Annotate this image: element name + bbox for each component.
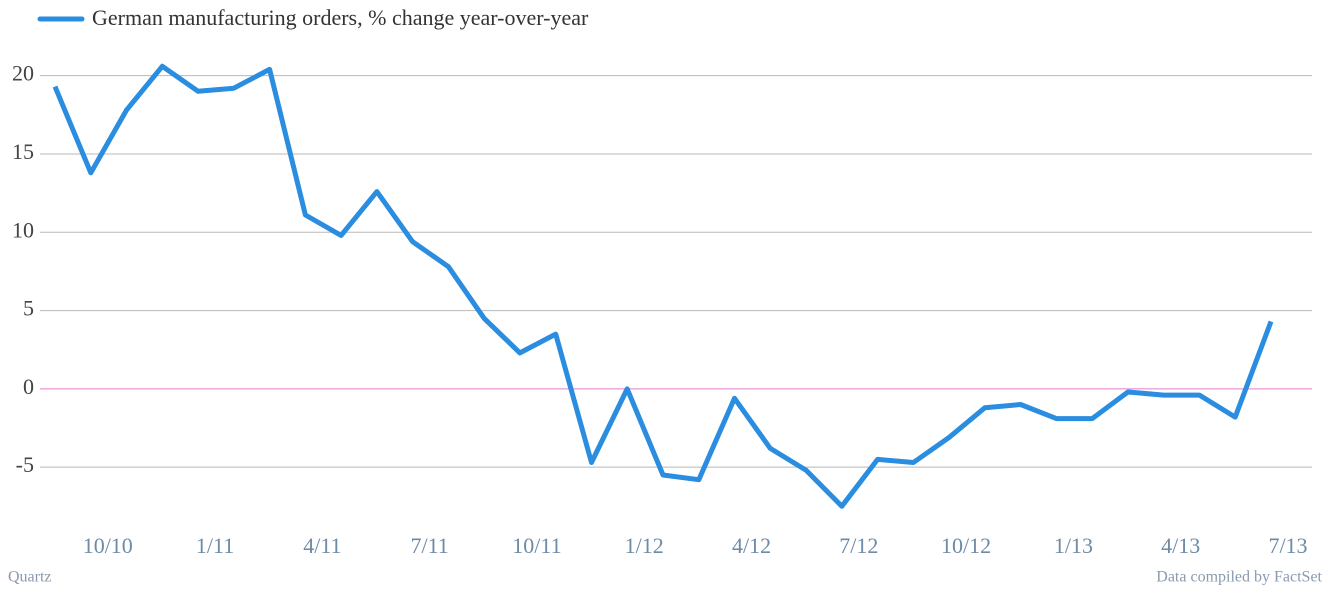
x-tick-label: 4/11 <box>303 533 341 558</box>
y-tick-label: 0 <box>23 374 34 399</box>
series-line <box>52 63 1274 509</box>
x-tick-label: 1/13 <box>1054 533 1093 558</box>
y-tick-label: 15 <box>12 139 34 164</box>
x-tick-label: 4/13 <box>1161 533 1200 558</box>
x-tick-label: 10/11 <box>512 533 561 558</box>
x-tick-label: 4/12 <box>732 533 771 558</box>
x-tick-label: 1/11 <box>196 533 234 558</box>
x-tick-label: 7/12 <box>839 533 878 558</box>
x-tick-label: 1/12 <box>625 533 664 558</box>
legend-label: German manufacturing orders, % change ye… <box>92 5 589 30</box>
x-tick-label: 7/13 <box>1268 533 1307 558</box>
source-left: Quartz <box>8 569 52 586</box>
y-tick-label: 5 <box>23 296 34 321</box>
y-tick-label: 20 <box>12 61 34 86</box>
y-tick-label: 10 <box>12 217 34 242</box>
x-tick-label: 7/11 <box>410 533 448 558</box>
source-right: Data compiled by FactSet <box>1156 569 1322 586</box>
x-tick-label: 10/10 <box>83 533 133 558</box>
y-tick-label: -5 <box>16 452 34 477</box>
x-tick-label: 10/12 <box>941 533 991 558</box>
